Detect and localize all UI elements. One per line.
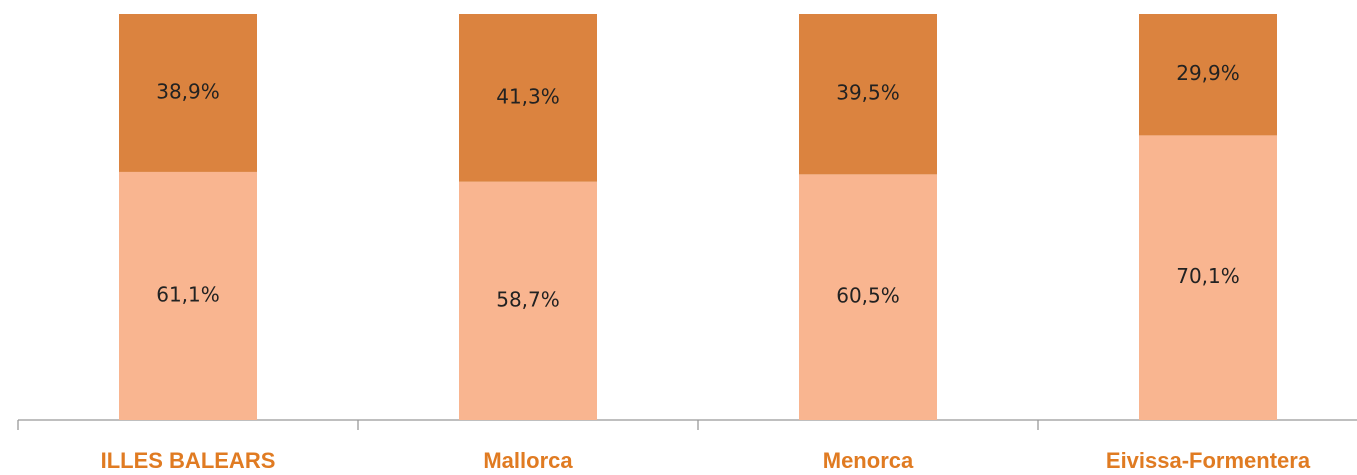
bar-segment bbox=[119, 14, 257, 172]
value-label: 39,5% bbox=[836, 81, 900, 105]
value-label: 38,9% bbox=[156, 79, 220, 103]
value-label: 60,5% bbox=[836, 284, 900, 308]
x-tick-label: Menorca bbox=[823, 448, 914, 473]
value-label: 70,1% bbox=[1176, 264, 1240, 288]
bar-segment bbox=[119, 171, 257, 420]
x-tick-label: ILLES BALEARS bbox=[101, 448, 276, 473]
value-label: 61,1% bbox=[156, 282, 220, 306]
bar-segment bbox=[1139, 14, 1277, 136]
bar-segment bbox=[799, 14, 937, 175]
value-label: 58,7% bbox=[496, 287, 560, 311]
bar-segment bbox=[459, 14, 597, 182]
x-tick-label: Mallorca bbox=[483, 448, 573, 473]
bar-segment bbox=[459, 181, 597, 420]
value-label: 41,3% bbox=[496, 84, 560, 108]
x-tick-label: Eivissa-Formentera bbox=[1106, 448, 1311, 473]
value-label: 29,9% bbox=[1176, 61, 1240, 85]
bar-segment bbox=[799, 174, 937, 420]
bar-segment bbox=[1139, 135, 1277, 421]
